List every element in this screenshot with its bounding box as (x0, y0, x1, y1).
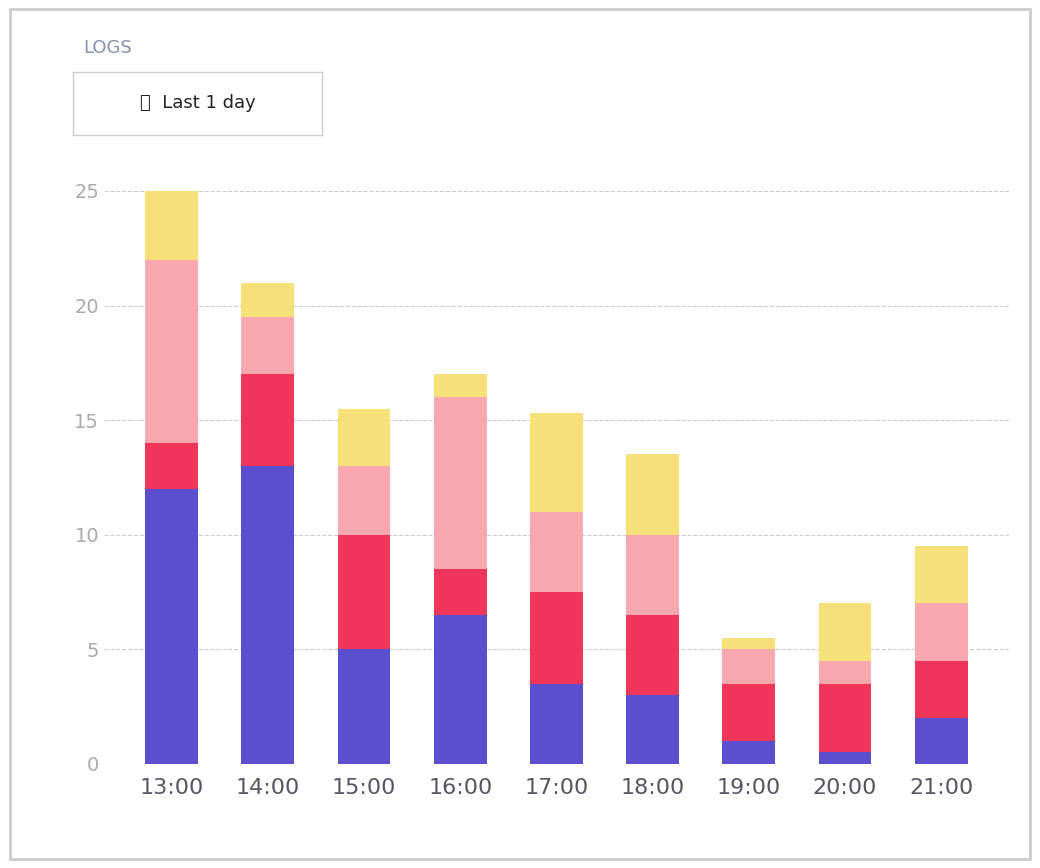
Text: ⏰  Last 1 day: ⏰ Last 1 day (139, 95, 256, 112)
Bar (818, 661, 872, 684)
Bar (434, 615, 487, 764)
Bar (434, 569, 487, 615)
Bar (915, 661, 967, 718)
Bar (626, 695, 679, 764)
Bar (530, 413, 582, 512)
Bar (818, 603, 872, 661)
Bar (723, 638, 775, 649)
Bar (338, 466, 390, 535)
Bar (530, 512, 582, 592)
Bar (146, 191, 198, 260)
Bar (626, 535, 679, 615)
Bar (723, 741, 775, 764)
Bar (915, 718, 967, 764)
Bar (723, 684, 775, 741)
Bar (434, 398, 487, 569)
Bar (338, 409, 390, 466)
Bar (146, 443, 198, 489)
Bar (338, 649, 390, 764)
Bar (241, 317, 294, 374)
Bar (530, 592, 582, 684)
Bar (241, 374, 294, 466)
Bar (915, 603, 967, 661)
Bar (241, 466, 294, 764)
Bar (241, 283, 294, 317)
Bar (915, 546, 967, 603)
Bar (818, 684, 872, 753)
Bar (146, 489, 198, 764)
Bar (723, 649, 775, 684)
Bar (146, 260, 198, 443)
Text: LOGS: LOGS (83, 39, 132, 57)
Bar (434, 374, 487, 398)
Bar (626, 455, 679, 535)
Bar (530, 684, 582, 764)
Bar (338, 535, 390, 649)
Bar (626, 615, 679, 695)
Bar (818, 753, 872, 764)
